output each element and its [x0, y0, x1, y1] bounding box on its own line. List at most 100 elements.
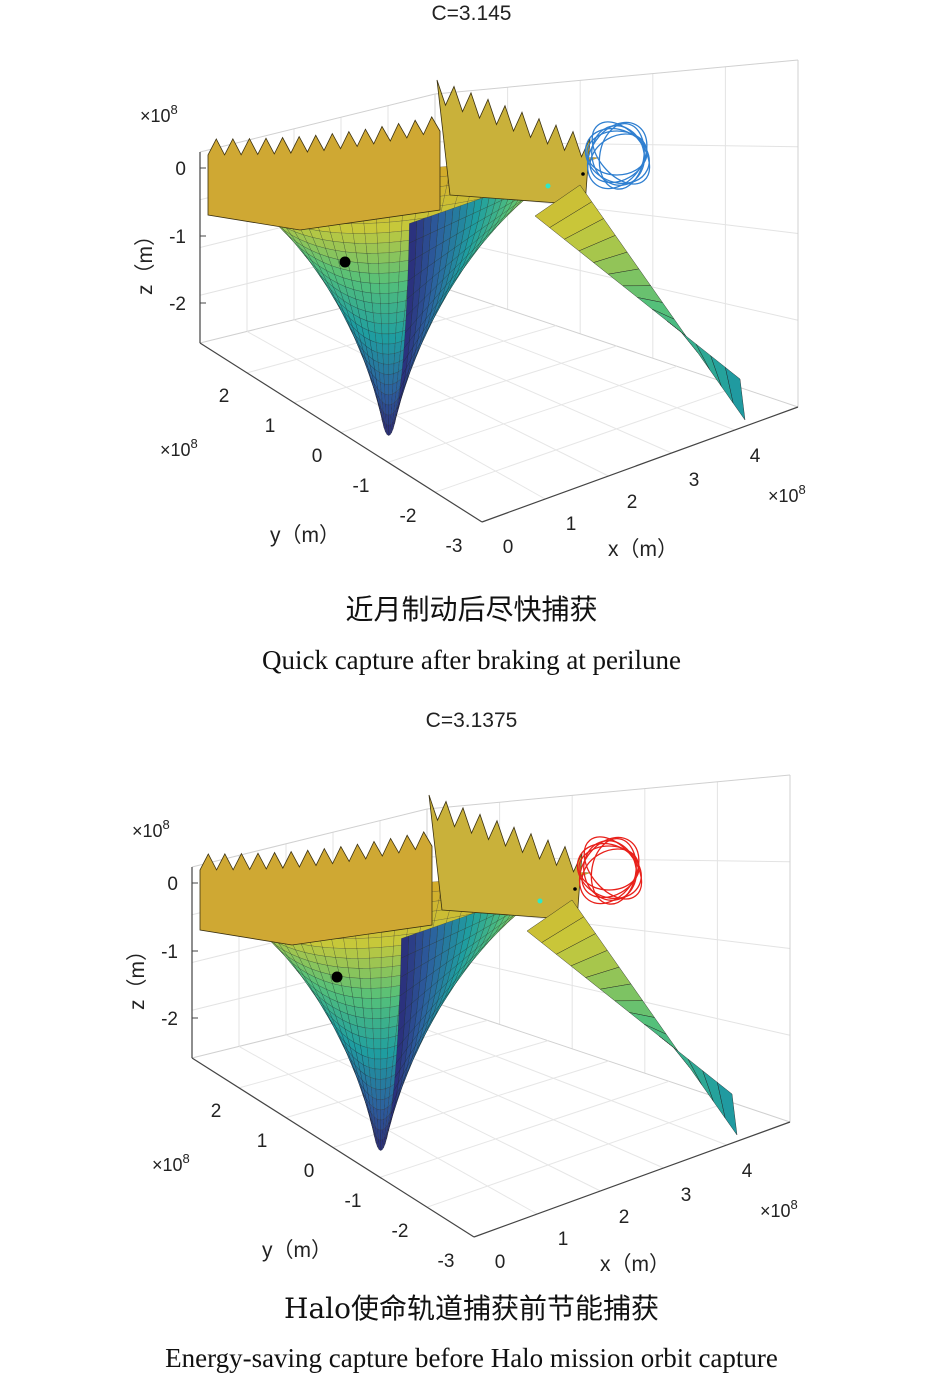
- y-tick-label: -3: [446, 536, 463, 557]
- surface-cell: [658, 1035, 691, 1068]
- y-exponent-base: ×10: [152, 1155, 183, 1175]
- x-exponent-base: ×10: [768, 486, 799, 506]
- plot-title: C=3.145: [431, 2, 512, 25]
- z-tick-label: 0: [167, 874, 178, 895]
- surface-cell: [368, 947, 382, 959]
- surface-cell: [343, 242, 357, 254]
- y-tick-label: -1: [353, 476, 370, 497]
- surface-cell: [373, 1038, 382, 1050]
- x-tick-label: 3: [681, 1185, 692, 1206]
- surface-cell: [355, 937, 370, 949]
- surface-wall: [428, 794, 583, 921]
- surface-cell: [341, 232, 355, 244]
- orbit-loop: [589, 133, 648, 184]
- halo-orbit: [576, 836, 643, 905]
- surface-cell: [370, 987, 382, 999]
- surface-cell: [373, 322, 383, 335]
- surface-cell: [371, 997, 382, 1009]
- surface-cell: [370, 977, 382, 989]
- x-tick-label: 0: [503, 537, 514, 558]
- surface-cell: [388, 292, 399, 304]
- surface-cell: [380, 313, 390, 324]
- surface-cell: [388, 241, 402, 253]
- surface-cell: [388, 261, 400, 274]
- surface-cell: [376, 1098, 381, 1111]
- y-axis-label: y（m）: [262, 1239, 332, 1262]
- surface-cell: [388, 353, 395, 365]
- surface-cell: [382, 353, 389, 365]
- orbit-loop: [576, 842, 642, 899]
- surface-cell: [382, 343, 389, 355]
- x-exponent-power: 8: [791, 1197, 798, 1212]
- orbit-loop: [584, 127, 650, 184]
- z-exponent: ×108: [132, 817, 170, 841]
- x-axis-line: [473, 1121, 791, 1238]
- surface-cell: [365, 243, 379, 254]
- libration-point-marker: [537, 898, 543, 904]
- surface-cell: [380, 1017, 390, 1029]
- caption-english: Energy-saving capture before Halo missio…: [165, 1343, 778, 1373]
- surface-cell: [371, 302, 382, 314]
- grid-line: [434, 386, 738, 493]
- surface-cell: [369, 957, 382, 969]
- surface-cell: [343, 938, 358, 949]
- surface-cell: [375, 1088, 381, 1100]
- y-exponent-power: 8: [191, 436, 198, 451]
- surface-crest: [199, 831, 433, 946]
- x-tick-label: 0: [495, 1252, 506, 1273]
- surface-cell: [380, 1088, 386, 1100]
- x-tick-label: 2: [627, 492, 638, 513]
- surface-cell: [378, 262, 390, 274]
- y-exponent-base: ×10: [160, 440, 191, 460]
- x-exponent: ×108: [768, 482, 806, 506]
- surface-cell: [373, 1048, 382, 1060]
- surface-cell: [388, 373, 394, 385]
- z-exponent-base: ×10: [132, 821, 163, 841]
- surface-cell: [383, 363, 389, 375]
- surface-cell: [352, 996, 364, 1009]
- surface-rim: [207, 79, 591, 231]
- surface-cell: [422, 215, 432, 237]
- moon-marker: [573, 887, 577, 891]
- surface-cell: [366, 253, 379, 264]
- surface-cell: [388, 302, 398, 314]
- box-edge: [199, 93, 436, 153]
- surface-cell: [717, 1081, 738, 1136]
- surface-cell: [374, 1068, 381, 1080]
- surface-cell: [372, 1018, 382, 1029]
- surface-cell: [374, 1058, 381, 1070]
- surface-cell: [349, 977, 362, 989]
- y-tick-label: 0: [304, 1161, 315, 1182]
- surface-cell: [374, 332, 383, 345]
- y-exponent: ×108: [160, 436, 198, 460]
- x-axis-line: [481, 406, 799, 523]
- surface-cell: [347, 967, 361, 979]
- y-tick-label: 1: [257, 1131, 268, 1152]
- y-axis-label: y（m）: [270, 524, 340, 547]
- surface-cell: [380, 303, 390, 314]
- surface-cell: [380, 1007, 391, 1019]
- surface-cell: [369, 282, 381, 294]
- surface-cell: [386, 424, 389, 436]
- surface-cell: [346, 958, 360, 969]
- surface-cell: [372, 312, 382, 324]
- grid-line: [293, 325, 557, 404]
- surface-cell: [368, 1057, 376, 1070]
- surface-cell: [400, 935, 409, 959]
- libration-point-marker: [545, 183, 551, 189]
- z-tick-label: -1: [169, 227, 186, 248]
- surface-cell: [381, 333, 390, 345]
- surface-cell: [376, 1109, 381, 1121]
- z-tick-label: -1: [161, 942, 178, 963]
- surface-cell: [414, 930, 424, 952]
- x-exponent-power: 8: [799, 482, 806, 497]
- z-exponent-base: ×10: [140, 106, 171, 126]
- y-exponent: ×108: [152, 1151, 190, 1175]
- surface-cell: [360, 988, 372, 999]
- y-tick-label: 0: [312, 446, 323, 467]
- surface-cell: [380, 1068, 387, 1080]
- x-axis-label: x（m）: [608, 538, 678, 561]
- x-tick-label: 3: [689, 470, 700, 491]
- grid-line: [426, 1101, 730, 1208]
